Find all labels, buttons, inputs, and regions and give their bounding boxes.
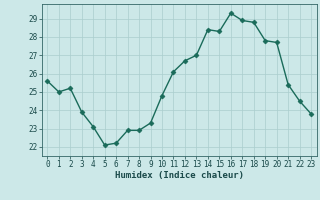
X-axis label: Humidex (Indice chaleur): Humidex (Indice chaleur) <box>115 171 244 180</box>
